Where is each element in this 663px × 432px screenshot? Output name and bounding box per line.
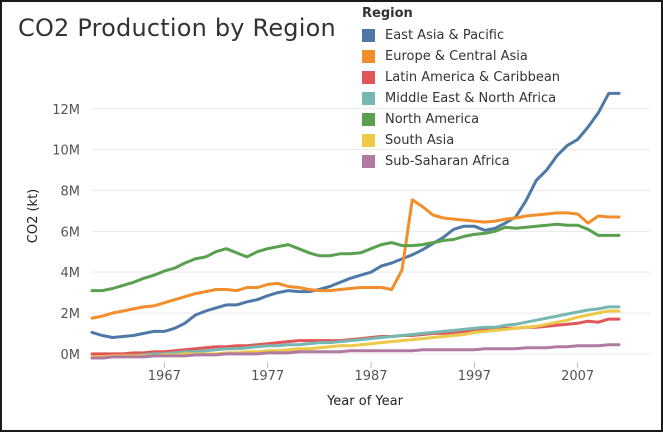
x-tick-label: 2007 bbox=[561, 369, 594, 384]
series-line-4[interactable] bbox=[90, 222, 621, 293]
legend-label: East Asia & Pacific bbox=[385, 28, 505, 43]
legend-title: Region bbox=[362, 6, 413, 21]
legend-swatch bbox=[362, 50, 375, 63]
y-tick-label: 4M bbox=[61, 266, 81, 281]
legend-label: Europe & Central Asia bbox=[385, 49, 528, 64]
y-tick-label: 10M bbox=[52, 144, 80, 159]
y-axis-ticks: 0M 2M 4M 6M 8M 10M 12M bbox=[52, 103, 80, 363]
legend-label: North America bbox=[385, 112, 480, 127]
y-axis-title: CO2 (kt) bbox=[26, 189, 41, 243]
y-tick-label: 2M bbox=[61, 307, 81, 322]
x-tick-label: 1967 bbox=[148, 369, 181, 384]
series-line-0[interactable] bbox=[90, 91, 621, 339]
legend-items: East Asia & Pacific Europe & Central Asia… bbox=[362, 25, 560, 172]
x-tick-label: 1977 bbox=[251, 369, 284, 384]
legend-item[interactable]: Middle East & North Africa bbox=[362, 88, 560, 109]
x-tick-label: 1987 bbox=[354, 369, 387, 384]
x-axis-title: Year of Year bbox=[326, 394, 403, 409]
y-tick-label: 8M bbox=[61, 184, 81, 199]
chart-title: CO2 Production by Region bbox=[18, 14, 336, 42]
legend-label: Middle East & North Africa bbox=[385, 91, 557, 106]
legend-item[interactable]: North America bbox=[362, 109, 560, 130]
legend-swatch bbox=[362, 29, 375, 42]
y-tick-label: 12M bbox=[52, 103, 80, 118]
y-tick-label: 6M bbox=[61, 225, 81, 240]
legend-label: Latin America & Caribbean bbox=[385, 70, 561, 85]
legend-item[interactable]: Latin America & Caribbean bbox=[362, 67, 560, 88]
legend-swatch bbox=[362, 71, 375, 84]
legend-swatch bbox=[362, 155, 375, 168]
legend-swatch bbox=[362, 92, 375, 105]
legend-item[interactable]: South Asia bbox=[362, 130, 560, 151]
x-axis-ticks: 1967 1977 1987 1997 2007 bbox=[148, 362, 594, 384]
x-tick-label: 1997 bbox=[458, 369, 491, 384]
legend[interactable]: Region East Asia & Pacific Europe & Centr… bbox=[362, 6, 560, 172]
legend-label: South Asia bbox=[385, 133, 455, 148]
y-tick-label: 0M bbox=[61, 348, 81, 363]
legend-label: Sub-Saharan Africa bbox=[385, 154, 510, 169]
legend-swatch bbox=[362, 113, 375, 126]
series-line-6[interactable] bbox=[90, 343, 621, 360]
legend-swatch bbox=[362, 134, 375, 147]
series-line-3[interactable] bbox=[90, 305, 621, 360]
series-line-1[interactable] bbox=[90, 198, 621, 320]
legend-item[interactable]: Europe & Central Asia bbox=[362, 46, 560, 67]
series-lines bbox=[90, 91, 621, 360]
legend-item[interactable]: East Asia & Pacific bbox=[362, 25, 560, 46]
legend-item[interactable]: Sub-Saharan Africa bbox=[362, 151, 560, 172]
